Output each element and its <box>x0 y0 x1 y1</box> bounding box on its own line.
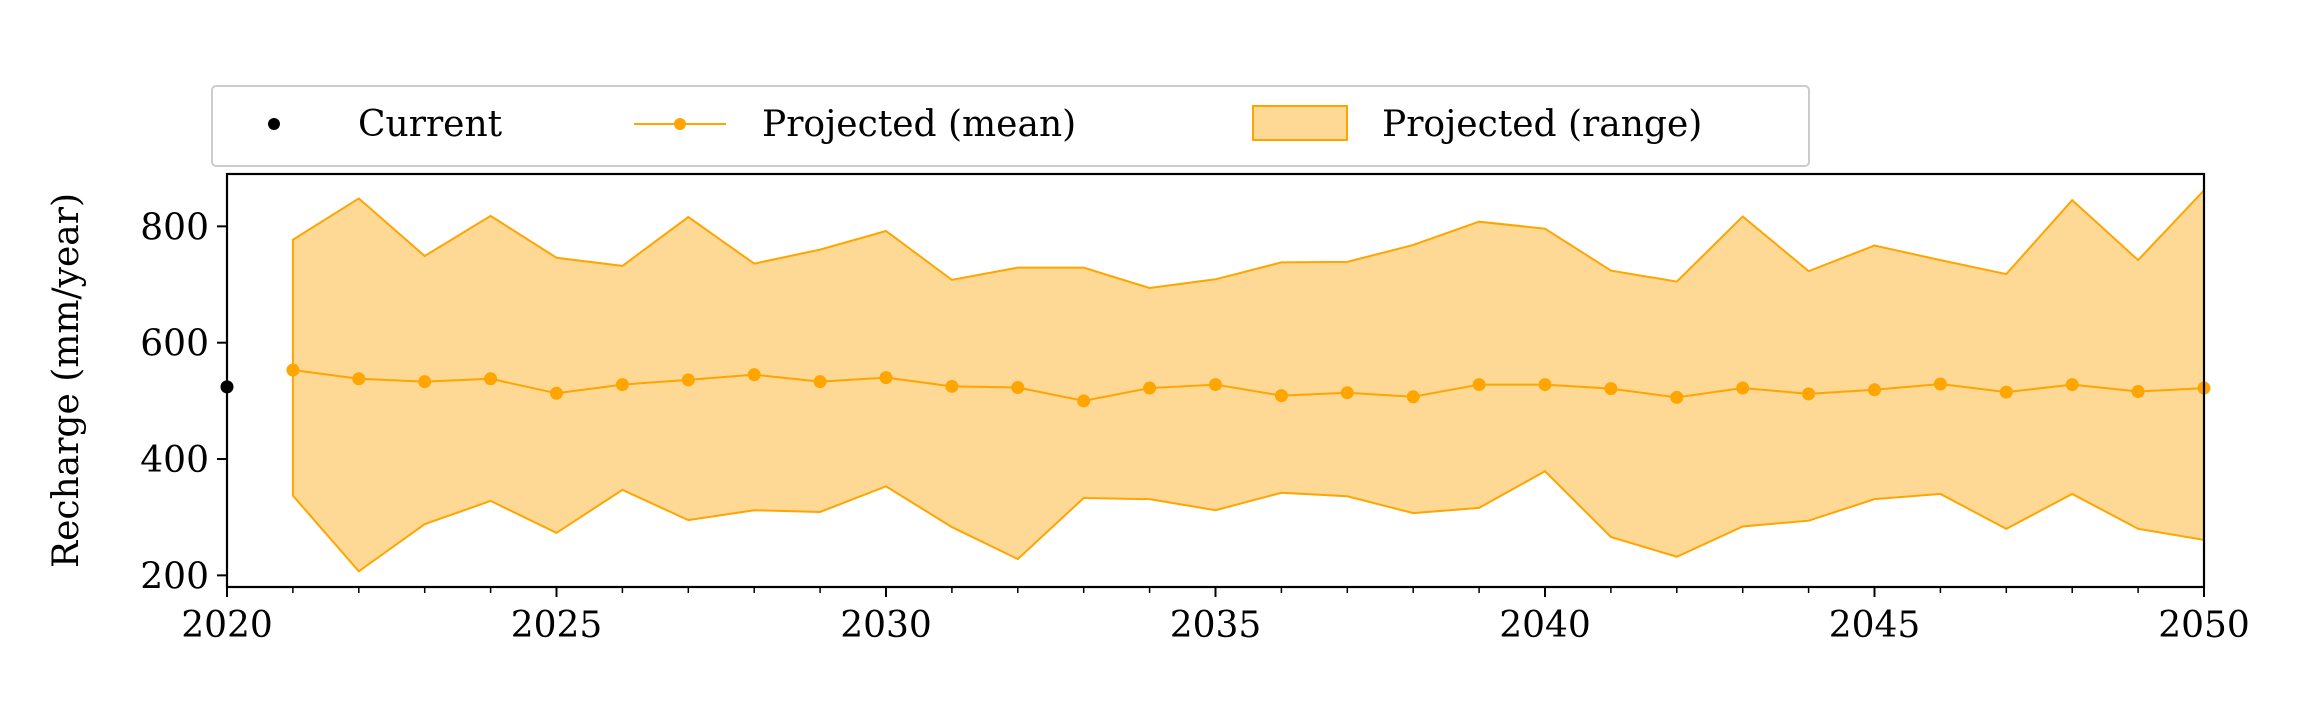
x-tick-label: 2045 <box>1829 605 1921 646</box>
y-axis-label: Recharge (mm/year) <box>46 193 87 568</box>
projected-mean-point <box>945 379 959 393</box>
projected-mean-point <box>681 373 695 387</box>
legend-box <box>211 85 1810 167</box>
projected-mean-point <box>352 372 366 386</box>
x-tick-label: 2040 <box>1499 605 1591 646</box>
projected-mean-point <box>747 368 761 382</box>
projected-mean-point <box>1472 378 1486 392</box>
projected-mean-point <box>418 375 432 389</box>
projected-mean-point <box>286 363 300 377</box>
projected-mean-point <box>2131 385 2145 399</box>
projected-mean-point <box>1933 377 1947 391</box>
axes-layer: 2020 2025 2030 2035 2040 2045 2050 200 400 600 800 <box>140 207 2250 646</box>
legend-current-marker <box>268 118 280 130</box>
projected-mean-point <box>1209 378 1222 392</box>
y-tick-label: 600 <box>140 324 209 365</box>
legend-range-swatch <box>1252 105 1348 141</box>
projected-mean-point <box>1999 385 2013 399</box>
projected-mean-point <box>813 375 827 389</box>
range-band-layer <box>291 188 2204 573</box>
projected-mean-point <box>615 378 629 392</box>
y-tick-label: 800 <box>140 207 209 248</box>
projected-mean-point <box>1077 394 1091 408</box>
projected-mean-point <box>1274 389 1288 403</box>
projected-mean-point <box>1340 386 1354 400</box>
x-tick-label: 2035 <box>1170 605 1262 646</box>
x-tick-label: 2020 <box>181 605 273 646</box>
legend-current-label: Current <box>358 104 503 145</box>
legend-mean-label: Projected (mean) <box>762 104 1076 145</box>
y-tick-label: 400 <box>140 440 209 481</box>
projected-mean-point <box>550 386 563 400</box>
projected-mean-point <box>1802 387 1816 401</box>
x-tick-label: 2030 <box>840 605 932 646</box>
projected-mean-point <box>879 371 893 385</box>
projected-mean-line <box>292 369 2204 402</box>
projected-mean-point <box>1736 381 1750 395</box>
x-tick-label: 2025 <box>511 605 603 646</box>
projected-mean-point <box>1011 380 1025 394</box>
mean-line-layer <box>292 369 2204 402</box>
legend: Current Projected (mean) Projected (rang… <box>211 85 1810 167</box>
marker-layer <box>220 363 2211 408</box>
projected-mean-point <box>1604 382 1618 396</box>
projected-mean-point <box>1868 383 1881 397</box>
legend-range-label: Projected (range) <box>1382 104 1702 145</box>
legend-mean-marker <box>674 118 686 130</box>
projected-range-band <box>291 188 2204 573</box>
projected-mean-point <box>484 372 498 386</box>
projected-mean-point <box>2065 378 2079 392</box>
x-tick-label: 2050 <box>2158 605 2250 646</box>
projected-mean-point <box>1143 381 1157 395</box>
projected-mean-point <box>1406 390 1420 404</box>
projected-mean-point <box>1538 378 1552 392</box>
projected-mean-point <box>1670 390 1684 404</box>
y-tick-label: 200 <box>140 556 209 597</box>
